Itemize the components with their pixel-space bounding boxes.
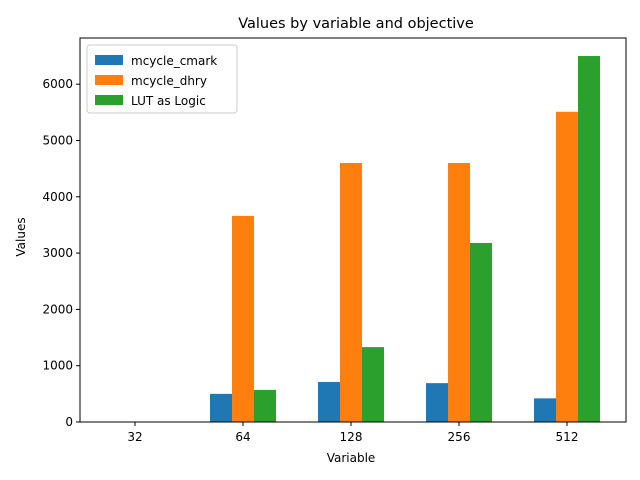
x-axis-label: Variable: [327, 451, 376, 465]
bar-mcycle-cmark-64: [210, 393, 232, 422]
y-tick-label: 4000: [42, 190, 73, 204]
y-axis-label: Values: [14, 217, 28, 256]
bars-group: [210, 56, 600, 423]
bar-mcycle-cmark-512: [534, 398, 556, 422]
legend-swatch: [95, 95, 123, 105]
bar-lut-as-logic-64: [254, 389, 276, 422]
x-tick-label: 32: [127, 430, 142, 444]
x-tick-label: 128: [340, 430, 363, 444]
bar-mcycle-cmark-128: [318, 382, 340, 422]
bar-lut-as-logic-128: [362, 347, 384, 422]
bar-mcycle-dhry-256: [448, 162, 470, 422]
legend-swatch: [95, 55, 123, 65]
bar-mcycle-dhry-128: [340, 162, 362, 422]
x-tick-label: 256: [448, 430, 471, 444]
bar-mcycle-dhry-512: [556, 111, 578, 423]
y-tick-label: 6000: [42, 77, 73, 91]
y-tick-label: 1000: [42, 359, 73, 373]
y-tick-label: 2000: [42, 302, 73, 316]
bar-mcycle-dhry-64: [232, 215, 254, 422]
ticks-group: 32 64 128 256 512 0 1000 2000 3000 4000 5000 6000: [42, 77, 578, 444]
legend-label: mcycle_cmark: [131, 54, 217, 68]
legend: mcycle_cmark mcycle_dhry LUT as Logic: [86, 44, 238, 114]
bar-lut-as-logic-512: [578, 56, 600, 422]
x-tick-label: 512: [556, 430, 579, 444]
y-tick-label: 5000: [42, 133, 73, 147]
legend-swatch: [95, 75, 123, 85]
legend-label: LUT as Logic: [131, 94, 206, 108]
y-tick-label: 3000: [42, 246, 73, 260]
y-tick-label: 0: [65, 415, 73, 429]
legend-box: [86, 44, 238, 114]
legend-label: mcycle_dhry: [131, 74, 207, 88]
bar-mcycle-cmark-256: [426, 383, 448, 422]
chart-title: Values by variable and objective: [238, 16, 474, 32]
bar-lut-as-logic-256: [470, 242, 492, 422]
x-tick-label: 64: [235, 430, 250, 444]
plot-frame: [79, 37, 627, 423]
